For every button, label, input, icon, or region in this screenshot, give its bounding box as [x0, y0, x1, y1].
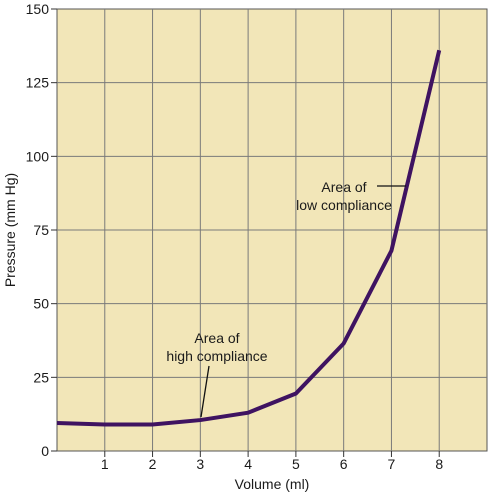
x-tick-label: 4	[244, 456, 252, 472]
annotation: Area of low compliance	[296, 179, 406, 213]
x-axis-title: Volume (ml)	[235, 476, 310, 492]
x-tick-label: 5	[292, 456, 300, 472]
annotation-text: low compliance	[296, 197, 392, 213]
x-tick-label: 7	[388, 456, 396, 472]
y-tick-label: 100	[26, 148, 50, 164]
y-tick-label: 125	[26, 75, 50, 91]
annotation: Area of high compliance	[166, 330, 268, 418]
x-tick-label: 3	[196, 456, 204, 472]
x-tick-label: 6	[340, 456, 348, 472]
y-tick-label: 25	[33, 369, 49, 385]
annotation-text: high compliance	[166, 348, 267, 364]
y-tick-label: 150	[26, 1, 50, 17]
y-tick-label: 0	[41, 443, 49, 459]
x-tick-label: 1	[101, 456, 109, 472]
y-axis-title: Pressure (mm Hg)	[2, 173, 18, 287]
y-tick-label: 50	[33, 296, 49, 312]
annotation-leader-line	[200, 365, 210, 418]
y-tick-labels: 0 25 50 75 100 125 150	[26, 1, 57, 459]
x-tick-label: 8	[435, 456, 443, 472]
grid-lines	[57, 9, 487, 451]
x-tick-label: 2	[149, 456, 157, 472]
annotation-text: Area of	[194, 330, 239, 346]
pressure-volume-line	[56, 49, 442, 427]
annotations: Area of high compliance Area of low complia…	[166, 179, 406, 418]
series-group	[56, 49, 442, 427]
y-tick-label: 75	[33, 222, 49, 238]
x-tick-labels: 1 2 3 4 5 6 7 8	[101, 451, 443, 472]
annotation-text: Area of	[321, 179, 366, 195]
